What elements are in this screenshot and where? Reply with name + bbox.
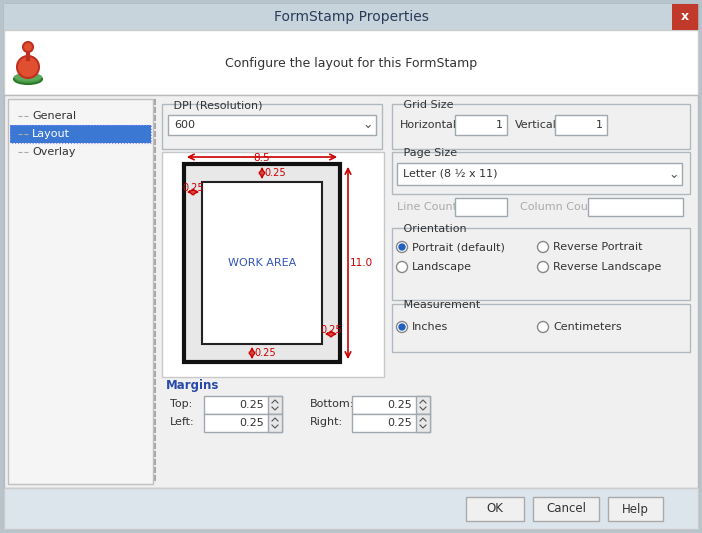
Text: Column Count: Column Count [520, 202, 600, 212]
Bar [392, 104, 690, 149]
Bar [608, 497, 663, 521]
Text: 0.25: 0.25 [239, 400, 264, 410]
Bar [455, 198, 507, 216]
Bar [162, 104, 382, 149]
Text: Bottom:: Bottom: [310, 399, 355, 409]
Text: Line Count: Line Count [397, 202, 457, 212]
Ellipse shape [17, 56, 39, 78]
Bar [533, 497, 599, 521]
Bar [168, 115, 376, 135]
Text: 0.25: 0.25 [264, 168, 286, 178]
Text: 0.25: 0.25 [320, 325, 342, 335]
Bar [160, 99, 694, 484]
Bar [268, 396, 282, 414]
Circle shape [538, 321, 548, 333]
Bar [8, 99, 153, 484]
Bar [672, 4, 698, 30]
Text: OK: OK [486, 503, 503, 515]
Text: ⌄: ⌄ [362, 118, 373, 132]
Bar [392, 195, 690, 220]
Bar [184, 164, 340, 362]
Bar [10, 125, 151, 143]
Text: 1: 1 [596, 120, 603, 130]
Text: Configure the layout for this FormStamp: Configure the layout for this FormStamp [225, 56, 477, 69]
Text: Reverse Portrait: Reverse Portrait [553, 242, 642, 252]
Text: x: x [681, 11, 689, 23]
Text: Landscape: Landscape [412, 262, 472, 272]
Bar [416, 396, 430, 414]
Text: Top:: Top: [170, 399, 192, 409]
Circle shape [397, 241, 407, 253]
Text: Overlay: Overlay [32, 147, 76, 157]
Text: Layout: Layout [32, 129, 70, 139]
Text: Reverse Landscape: Reverse Landscape [553, 262, 661, 272]
Bar [392, 152, 690, 194]
Text: Inches: Inches [412, 322, 449, 332]
Bar [352, 396, 430, 414]
Bar [392, 228, 690, 300]
Bar [10, 125, 151, 143]
Ellipse shape [14, 73, 42, 81]
Bar [588, 198, 683, 216]
Text: Page Size: Page Size [400, 148, 461, 158]
Text: Letter (8 ½ x 11): Letter (8 ½ x 11) [403, 169, 498, 179]
Text: Measurement: Measurement [400, 300, 484, 310]
Text: Centimeters: Centimeters [553, 322, 622, 332]
Text: Help: Help [622, 503, 649, 515]
Text: Portrait (default): Portrait (default) [412, 242, 505, 252]
Text: 1: 1 [496, 120, 503, 130]
Bar [4, 95, 698, 488]
Text: FormStamp Properties: FormStamp Properties [274, 10, 428, 24]
Ellipse shape [14, 74, 42, 84]
Text: Grid Size: Grid Size [400, 100, 457, 110]
Circle shape [23, 42, 33, 52]
Text: Orientation: Orientation [400, 224, 470, 234]
Bar [392, 304, 690, 352]
Text: 0.25: 0.25 [388, 400, 412, 410]
Bar [397, 163, 682, 185]
Text: 0.25: 0.25 [388, 418, 412, 428]
Text: 600: 600 [174, 120, 195, 130]
Bar [202, 182, 322, 344]
Text: DPI (Resolution): DPI (Resolution) [170, 100, 266, 110]
Bar [352, 414, 430, 432]
Bar [4, 488, 698, 529]
Circle shape [538, 241, 548, 253]
Bar [416, 414, 430, 432]
Text: Left:: Left: [170, 417, 194, 427]
Text: 0.25: 0.25 [183, 183, 204, 193]
Circle shape [397, 262, 407, 272]
Bar [455, 115, 507, 135]
Circle shape [397, 321, 407, 333]
Text: Horizontal: Horizontal [400, 120, 457, 130]
Text: ⌄: ⌄ [668, 167, 679, 181]
Text: Cancel: Cancel [546, 503, 586, 515]
Text: WORK AREA: WORK AREA [228, 258, 296, 268]
Text: Margins: Margins [166, 379, 219, 392]
Bar [4, 30, 698, 95]
Circle shape [399, 244, 405, 250]
Bar [204, 414, 282, 432]
Text: 8.5: 8.5 [253, 153, 270, 163]
Text: Right:: Right: [310, 417, 343, 427]
Text: General: General [32, 111, 76, 121]
Bar [268, 414, 282, 432]
Circle shape [399, 324, 405, 330]
Bar [162, 152, 384, 377]
Text: Vertical: Vertical [515, 120, 557, 130]
Text: 0.25: 0.25 [239, 418, 264, 428]
Bar [466, 497, 524, 521]
Bar [4, 4, 698, 30]
Text: 11.0: 11.0 [350, 258, 373, 268]
Circle shape [538, 262, 548, 272]
Bar [204, 396, 282, 414]
Text: 0.25: 0.25 [254, 348, 276, 358]
Bar [555, 115, 607, 135]
